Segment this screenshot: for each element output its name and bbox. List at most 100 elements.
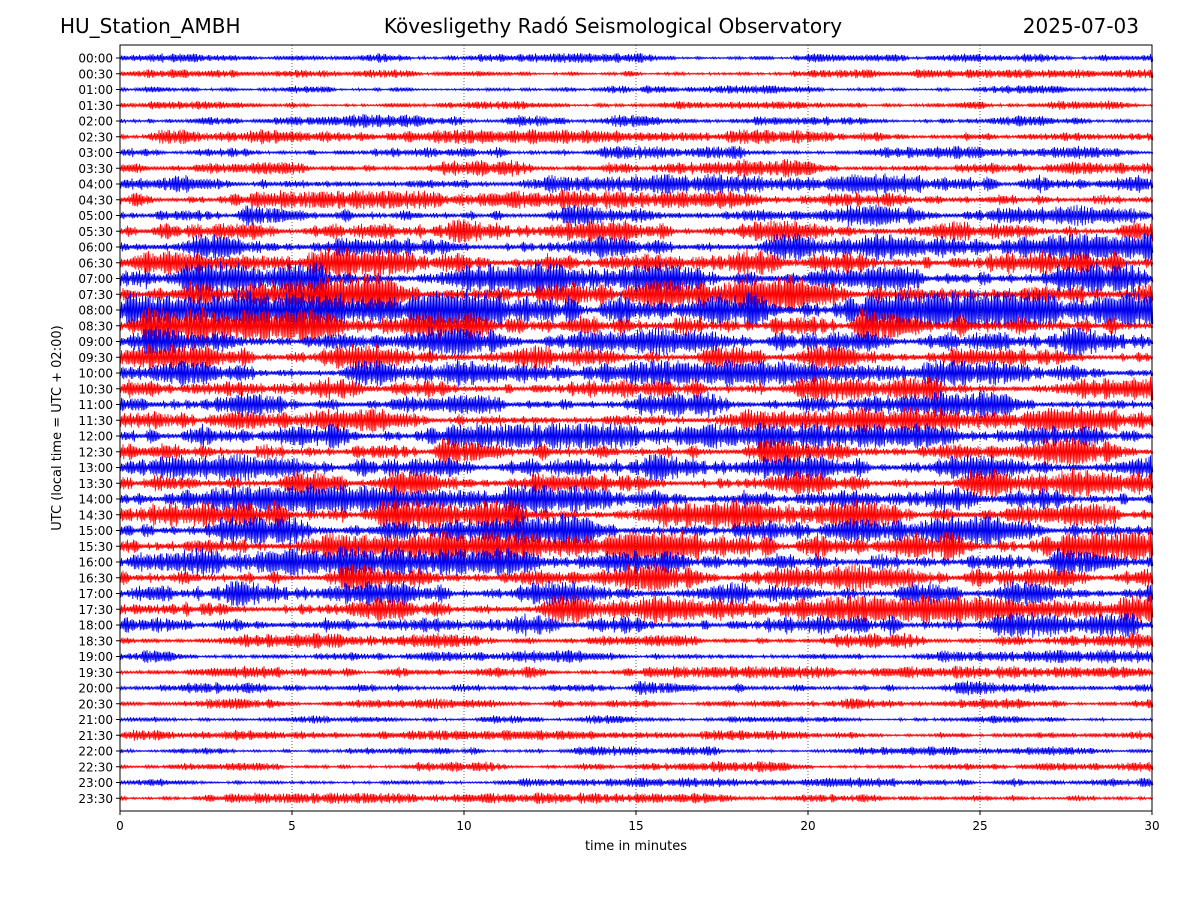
- seismic-trace-1830: [119, 632, 1154, 650]
- y-tick-label: 06:30: [78, 256, 113, 270]
- y-tick-label: 07:30: [78, 288, 113, 302]
- date-title: 2025-07-03: [1022, 14, 1139, 38]
- y-tick-label: 15:30: [78, 540, 113, 554]
- seismic-trace-1030: [119, 375, 1154, 402]
- seismic-trace-2330: [119, 792, 1154, 805]
- y-tick-label: 10:30: [78, 382, 113, 396]
- seismic-trace-0530: [119, 219, 1154, 244]
- seismic-trace-1000: [119, 359, 1154, 387]
- seismic-trace-0300: [119, 145, 1154, 160]
- y-tick-label: 04:00: [78, 178, 113, 192]
- seismic-trace-1900: [119, 649, 1154, 664]
- y-tick-label: 06:00: [78, 241, 113, 255]
- y-tick-label: 23:30: [78, 792, 113, 806]
- x-tick-label: 30: [1144, 819, 1159, 833]
- seismic-trace-0330: [119, 159, 1154, 178]
- y-tick-label: 05:00: [78, 209, 113, 223]
- y-tick-label: 13:30: [78, 477, 113, 491]
- y-tick-label: 02:00: [78, 115, 113, 129]
- y-tick-label: 01:30: [78, 99, 113, 113]
- y-axis-label: UTC (local time = UTC + 02:00): [50, 325, 65, 530]
- seismic-trace-2230: [119, 760, 1154, 773]
- seismic-trace-0730: [119, 273, 1154, 316]
- y-tick-label: 09:00: [78, 335, 113, 349]
- y-tick-label: 20:00: [78, 682, 113, 696]
- y-tick-label: 17:30: [78, 603, 113, 617]
- y-tick-label: 20:30: [78, 697, 113, 711]
- seismic-trace-1330: [119, 467, 1154, 499]
- seismic-trace-2000: [119, 680, 1154, 696]
- seismic-trace-2100: [119, 715, 1154, 724]
- y-tick-label: 13:00: [78, 461, 113, 475]
- y-tick-label: 10:00: [78, 367, 113, 381]
- y-tick-label: 16:00: [78, 556, 113, 570]
- y-tick-label: 02:30: [78, 130, 113, 144]
- seismic-trace-0130: [119, 100, 1154, 110]
- y-tick-label: 22:30: [78, 760, 113, 774]
- x-axis-label: time in minutes: [585, 839, 687, 854]
- y-tick-label: 11:00: [78, 398, 113, 412]
- x-tick-label: 5: [288, 819, 296, 833]
- y-tick-label: 08:30: [78, 319, 113, 333]
- y-tick-label: 11:30: [78, 414, 113, 428]
- y-tick-label: 21:00: [78, 713, 113, 727]
- seismic-trace-1400: [119, 483, 1154, 515]
- x-tick-label: 25: [972, 819, 987, 833]
- x-axis: 0 5 10 15 20 25 30: [116, 811, 1160, 833]
- y-tick-label: 14:00: [78, 493, 113, 507]
- seismic-trace-2130: [119, 729, 1154, 741]
- seismic-trace-1500: [119, 512, 1154, 549]
- y-tick-label: 08:00: [78, 304, 113, 318]
- seismic-trace-1800: [119, 612, 1154, 638]
- y-tick-label: 18:30: [78, 634, 113, 648]
- y-tick-label: 14:30: [78, 508, 113, 522]
- y-tick-label: 12:30: [78, 445, 113, 459]
- y-tick-label: 04:30: [78, 193, 113, 207]
- y-tick-label: 07:00: [78, 272, 113, 286]
- y-tick-label: 21:30: [78, 729, 113, 743]
- x-tick-label: 10: [456, 819, 471, 833]
- y-tick-label: 18:00: [78, 619, 113, 633]
- y-tick-label: 22:00: [78, 745, 113, 759]
- y-tick-label: 01:00: [78, 83, 113, 97]
- observatory-title: Kövesligethy Radó Seismological Observat…: [383, 14, 843, 38]
- seismic-trace-0930: [119, 343, 1154, 372]
- seismic-trace-1530: [119, 529, 1154, 564]
- seismic-trace-1100: [119, 390, 1154, 419]
- y-tick-label: 00:30: [78, 67, 113, 81]
- y-tick-label: 19:00: [78, 650, 113, 664]
- y-tick-label: 03:00: [78, 146, 113, 160]
- seismic-trace-0230: [119, 128, 1154, 145]
- y-tick-label: 15:00: [78, 524, 113, 538]
- seismic-trace-1430: [119, 498, 1154, 532]
- seismic-trace-0000: [119, 52, 1154, 64]
- seismic-trace-1930: [119, 665, 1154, 679]
- x-tick-label: 20: [800, 819, 815, 833]
- y-tick-label: 00:00: [78, 52, 113, 66]
- seismic-trace-1200: [119, 421, 1154, 451]
- y-tick-label: 23:00: [78, 776, 113, 790]
- station-title: HU_Station_AMBH: [60, 14, 241, 38]
- seismic-trace-0200: [119, 113, 1154, 129]
- y-tick-label: 09:30: [78, 351, 113, 365]
- trace-group: [119, 52, 1154, 805]
- seismic-trace-0500: [119, 204, 1154, 227]
- y-tick-label: 03:30: [78, 162, 113, 176]
- seismic-trace-0400: [119, 173, 1154, 195]
- y-tick-label: 12:00: [78, 430, 113, 444]
- x-tick-label: 0: [116, 819, 124, 833]
- seismic-trace-0430: [119, 189, 1154, 210]
- seismic-trace-1630: [119, 563, 1154, 593]
- y-tick-label: 17:00: [78, 587, 113, 601]
- seismic-trace-1600: [119, 545, 1154, 579]
- seismic-trace-1730: [119, 593, 1154, 625]
- seismic-trace-2030: [119, 698, 1154, 710]
- seismic-trace-2300: [119, 777, 1154, 788]
- seismic-trace-0900: [119, 326, 1154, 357]
- seismic-trace-2200: [119, 746, 1154, 756]
- y-tick-label: 16:30: [78, 571, 113, 585]
- seismic-trace-0030: [119, 69, 1154, 79]
- y-tick-label: 19:30: [78, 666, 113, 680]
